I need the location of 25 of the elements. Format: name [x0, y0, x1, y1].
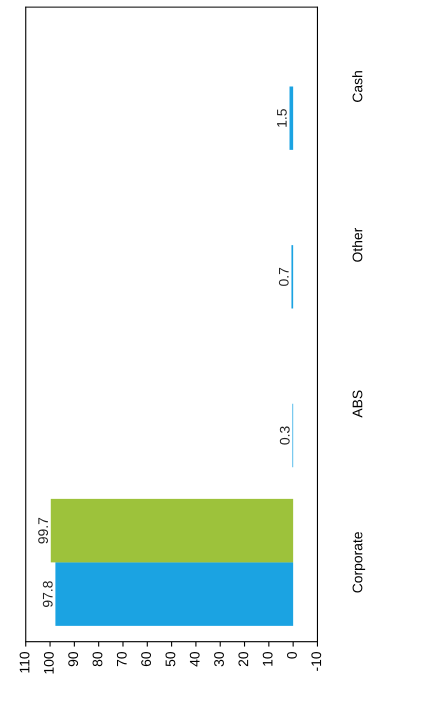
data-label: 99.7 — [38, 518, 48, 544]
data-label: 0.7 — [278, 268, 289, 286]
x-tick-label: 10 — [262, 652, 273, 666]
y-tick-label: Cash — [352, 71, 362, 102]
bar — [55, 562, 294, 626]
bar — [290, 86, 294, 150]
data-label: 1.5 — [277, 109, 287, 127]
x-tick-label: 80 — [92, 652, 102, 666]
x-tick-label: 110 — [20, 652, 30, 673]
x-tick-label: 40 — [190, 652, 200, 667]
x-tick-label: 100 — [44, 652, 54, 674]
bar — [50, 498, 294, 562]
x-tick-label: 90 — [68, 652, 78, 666]
x-tick-label: 30 — [214, 652, 224, 666]
x-tick-label: 20 — [238, 652, 248, 666]
y-tick-label: ABS — [352, 390, 362, 418]
x-tick-label: 70 — [116, 652, 127, 666]
x-tick-label: 50 — [165, 652, 176, 666]
x-tick-label: -10 — [311, 652, 322, 671]
x-tick-label: 0 — [287, 652, 297, 659]
data-label: 97.8 — [42, 581, 53, 607]
y-tick-label: Corporate — [352, 532, 366, 593]
data-label: 0.3 — [280, 426, 290, 445]
y-tick-label: Other — [352, 228, 362, 262]
x-tick-label: 60 — [141, 652, 152, 666]
